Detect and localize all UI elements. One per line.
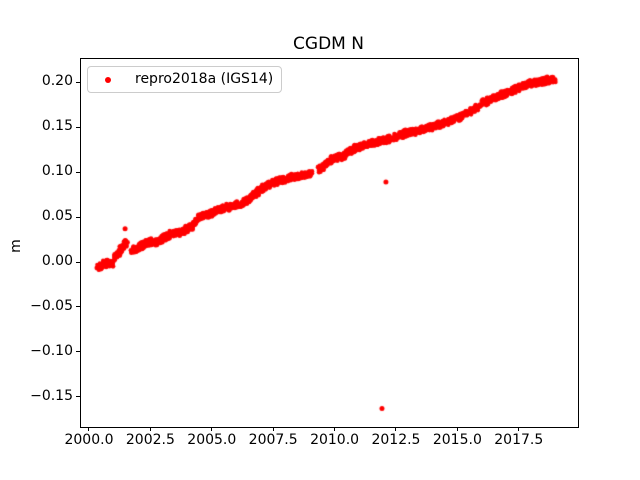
x-tick-label: 2015.0: [432, 432, 482, 448]
x-tick-mark: [334, 427, 336, 431]
y-tick-mark: [76, 396, 80, 398]
x-tick-label: 2010.0: [310, 432, 360, 448]
x-tick-mark: [456, 427, 458, 431]
x-tick-mark: [149, 427, 151, 431]
chart-title: CGDM N: [293, 34, 364, 54]
y-tick-label: 0.05: [41, 208, 73, 225]
x-tick-mark: [518, 427, 520, 431]
x-tick-label: 2007.5: [248, 432, 298, 448]
x-tick-mark: [88, 427, 90, 431]
y-tick-label: 0.15: [41, 118, 73, 135]
x-tick-label: 2012.5: [371, 432, 421, 448]
data-points-canvas: [80, 58, 577, 426]
x-tick-label: 2002.5: [125, 432, 175, 448]
x-tick-label: 2017.5: [494, 432, 544, 448]
y-tick-mark: [76, 81, 80, 83]
y-tick-mark: [76, 216, 80, 218]
y-tick-mark: [76, 351, 80, 353]
x-tick-mark: [211, 427, 213, 431]
y-tick-label: 0.20: [41, 73, 73, 90]
y-tick-mark: [76, 171, 80, 173]
y-tick-label: 0.00: [41, 253, 73, 270]
x-tick-label: 2005.0: [187, 432, 237, 448]
y-tick-label: 0.10: [41, 163, 73, 180]
x-tick-mark: [395, 427, 397, 431]
legend-label: repro2018a (IGS14): [135, 71, 274, 87]
legend: repro2018a (IGS14): [87, 66, 282, 93]
y-tick-label: −0.15: [30, 387, 73, 404]
y-tick-mark: [76, 306, 80, 308]
y-tick-mark: [76, 261, 80, 263]
legend-marker-dot-icon: [105, 76, 111, 83]
y-tick-label: −0.10: [30, 342, 73, 359]
y-tick-label: −0.05: [30, 297, 73, 314]
x-tick-label: 2000.0: [64, 432, 114, 448]
y-tick-mark: [76, 126, 80, 128]
x-tick-mark: [272, 427, 274, 431]
